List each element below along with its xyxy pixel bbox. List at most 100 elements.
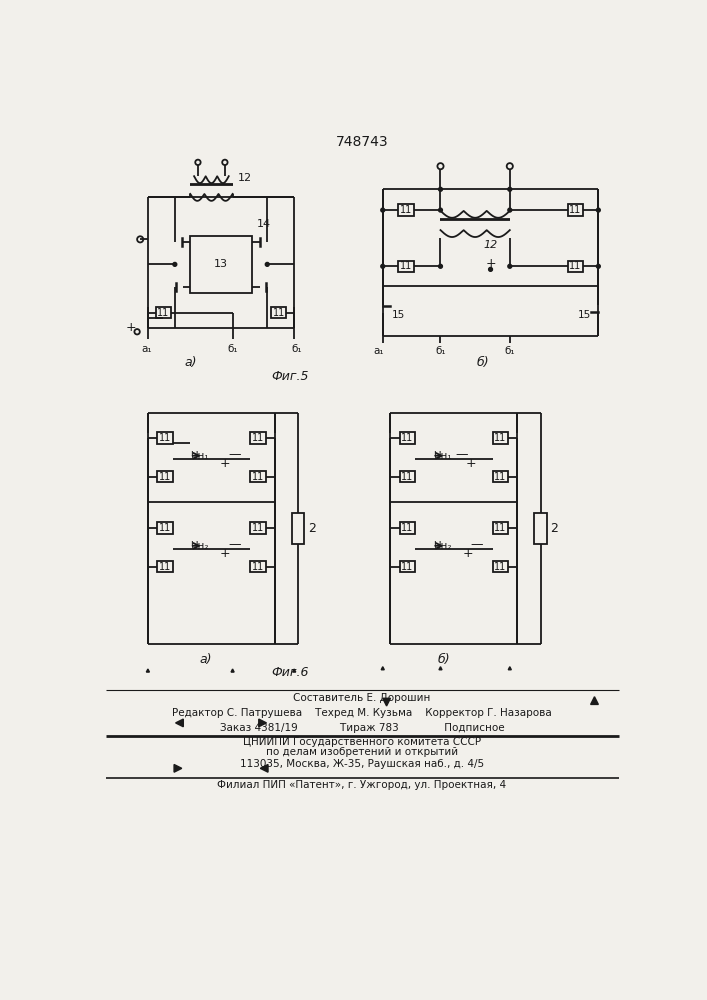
Text: +: +: [220, 457, 230, 470]
Polygon shape: [293, 669, 296, 672]
Bar: [250, 561, 266, 572]
Bar: [493, 561, 508, 572]
Text: 11: 11: [158, 472, 171, 482]
Text: 15: 15: [578, 310, 591, 320]
Polygon shape: [175, 719, 183, 727]
Text: +: +: [126, 321, 136, 334]
Bar: [250, 471, 266, 482]
Text: ЦНИИПИ Государственного комитета СССР: ЦНИИПИ Государственного комитета СССР: [243, 737, 481, 747]
Text: а₁: а₁: [141, 344, 152, 354]
Text: б₁: б₁: [291, 344, 302, 354]
Text: Uн₁: Uн₁: [191, 451, 209, 461]
Bar: [399, 522, 415, 534]
Bar: [250, 432, 266, 444]
Text: +: +: [466, 457, 477, 470]
Text: 11: 11: [402, 562, 414, 572]
Polygon shape: [146, 669, 149, 672]
Bar: [157, 561, 173, 572]
Circle shape: [381, 208, 385, 212]
Text: а₁: а₁: [373, 346, 384, 356]
Text: +: +: [220, 547, 230, 560]
Bar: [292, 513, 304, 544]
Text: 11: 11: [399, 261, 412, 271]
Text: Заказ 4381/19             Тираж 783              Подписное: Заказ 4381/19 Тираж 783 Подписное: [220, 723, 504, 733]
Circle shape: [508, 208, 512, 212]
Text: 15: 15: [392, 310, 405, 320]
Bar: [493, 522, 508, 534]
Text: 11: 11: [494, 433, 507, 443]
Circle shape: [597, 208, 600, 212]
Text: 748743: 748743: [336, 135, 388, 149]
Text: —: —: [471, 538, 484, 551]
Circle shape: [508, 187, 512, 191]
Bar: [190, 235, 252, 293]
Text: Филиал ПИП «Патент», г. Ужгород, ул. Проектная, 4: Филиал ПИП «Патент», г. Ужгород, ул. Про…: [217, 780, 506, 790]
Bar: [399, 561, 415, 572]
Text: 11: 11: [399, 205, 412, 215]
Text: Uн₂: Uн₂: [433, 541, 452, 551]
Text: 11: 11: [252, 472, 264, 482]
Text: +: +: [462, 547, 473, 560]
Bar: [399, 471, 415, 482]
Bar: [399, 432, 415, 444]
Circle shape: [508, 264, 512, 268]
Circle shape: [265, 262, 269, 266]
Text: 11: 11: [569, 205, 581, 215]
Text: 2: 2: [308, 522, 316, 535]
Text: а): а): [184, 356, 197, 369]
Bar: [271, 307, 286, 318]
Polygon shape: [382, 698, 390, 706]
Text: 11: 11: [158, 562, 171, 572]
Bar: [568, 204, 583, 216]
Text: Фиг.5: Фиг.5: [271, 370, 309, 383]
Bar: [157, 471, 173, 482]
Text: 11: 11: [158, 433, 171, 443]
Bar: [493, 471, 508, 482]
Text: 11: 11: [402, 433, 414, 443]
Bar: [568, 261, 583, 272]
Text: —: —: [228, 448, 241, 461]
Polygon shape: [439, 667, 442, 670]
Text: 12: 12: [484, 240, 498, 250]
Bar: [398, 204, 414, 216]
Text: —: —: [228, 538, 241, 551]
Text: 11: 11: [157, 308, 170, 318]
Polygon shape: [381, 667, 385, 670]
Polygon shape: [590, 697, 598, 704]
Text: по делам изобретений и открытий: по делам изобретений и открытий: [266, 747, 458, 757]
Circle shape: [173, 262, 177, 266]
Polygon shape: [508, 667, 511, 670]
Text: 11: 11: [402, 523, 414, 533]
Bar: [493, 432, 508, 444]
Bar: [534, 513, 547, 544]
Text: б₁: б₁: [505, 346, 515, 356]
Bar: [157, 432, 173, 444]
Polygon shape: [259, 719, 267, 727]
Text: 2: 2: [551, 522, 559, 535]
Text: 11: 11: [158, 523, 171, 533]
Text: 14: 14: [257, 219, 271, 229]
Bar: [398, 261, 414, 272]
Circle shape: [597, 264, 600, 268]
Text: 11: 11: [252, 562, 264, 572]
Circle shape: [489, 267, 493, 271]
Polygon shape: [174, 764, 182, 772]
Bar: [250, 522, 266, 534]
Text: +: +: [485, 257, 496, 270]
Text: —: —: [455, 448, 468, 461]
Text: а): а): [199, 652, 212, 666]
Text: 11: 11: [252, 523, 264, 533]
Text: 13: 13: [214, 259, 228, 269]
Text: 11: 11: [252, 433, 264, 443]
Polygon shape: [260, 764, 268, 772]
Polygon shape: [231, 669, 234, 672]
Text: Uн₂: Uн₂: [191, 541, 209, 551]
Text: 11: 11: [569, 261, 581, 271]
Text: 113035, Москва, Ж-35, Раушская наб., д. 4/5: 113035, Москва, Ж-35, Раушская наб., д. …: [240, 759, 484, 769]
Text: Составитель Е. Дорошин: Составитель Е. Дорошин: [293, 692, 431, 703]
Circle shape: [381, 264, 385, 268]
Text: б): б): [477, 356, 489, 369]
Text: б₁: б₁: [436, 346, 446, 356]
Bar: [156, 307, 171, 318]
Text: Uн₁: Uн₁: [433, 451, 452, 461]
